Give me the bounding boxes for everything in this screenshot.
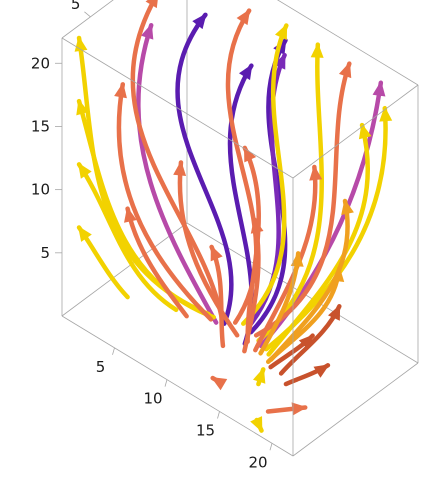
z-tick-label: 20 [31,54,50,72]
box-edge [292,362,419,457]
stream-arrowhead [252,367,266,384]
stream-path [177,160,240,338]
stream-arrowhead [338,61,352,79]
stream-arrowhead [341,198,354,215]
stream-line [114,82,214,322]
stream-line [136,23,219,325]
stream-arrowhead [76,99,89,116]
x-tick-label: 15 [196,421,215,439]
box-edge [292,84,419,179]
stream-line [256,42,324,343]
box-edge [61,222,188,317]
stream-line [283,363,331,387]
stream-arrowhead [236,8,251,26]
stream-line [173,160,240,338]
stream-path [242,145,261,344]
stream-arrowhead [291,402,308,416]
stream-line [76,162,179,313]
stream-arrowhead [309,165,323,181]
x-tick-label: 20 [248,453,267,471]
stream-lines [74,0,393,433]
stream-line [258,251,304,356]
stream-path [253,61,352,338]
stream-line [241,23,289,326]
stream-arrowhead [77,225,92,242]
stream-arrowhead [298,334,315,350]
stream-path [116,82,214,322]
z-tick-label: 10 [31,181,50,199]
stream-line [209,244,226,349]
stream-arrowhead [114,82,127,99]
stream-line [210,375,228,391]
bounding-box-front-edges [61,0,419,457]
stream-line [175,12,234,326]
stream-path [248,38,288,335]
stream-arrowhead [140,23,154,40]
stream-arrowhead [192,13,207,30]
stream-arrowhead [358,123,372,140]
z-tick-label: 15 [31,117,50,135]
box-edge [61,315,294,457]
stream-path [76,162,179,313]
stream-arrowhead [77,162,92,179]
stream-arrowhead [173,160,187,177]
axis-ticks: 510152051015205101520 [31,0,273,471]
x-tick-label: 5 [96,358,106,376]
stream-line [124,206,189,319]
stream-line [76,225,130,300]
stream-path [76,98,216,320]
x-tick [164,379,168,387]
stream-arrowhead [379,106,393,122]
stream-arrowhead [238,63,253,81]
stream-line [253,61,352,338]
stream-arrowhead [313,364,330,378]
stream-line [76,98,216,320]
stream-arrowhead [331,266,345,283]
stream-line [268,333,315,370]
stream-path [175,12,234,326]
x-tick [269,443,273,451]
stream-line [265,266,345,365]
x-tick [217,411,220,419]
x-tick-label: 10 [143,390,162,408]
stream-arrowhead [124,206,137,223]
stream-path [136,23,219,325]
stream-arrowhead [372,80,386,97]
stream-arrowhead [274,23,288,41]
y-tick [84,11,91,18]
y-tick-label: 5 [71,0,81,13]
stream-line [265,402,308,416]
box-edge [61,0,114,39]
stream-path [265,266,342,365]
stream-line [252,367,266,387]
z-tick-label: 5 [40,244,50,262]
stream-arrowhead [145,0,158,9]
stream-arrowhead [250,416,263,433]
stream-line [250,416,264,433]
stream-line [278,304,342,376]
stream-path [130,0,225,321]
stream-path [256,42,324,343]
x-tick [112,347,115,355]
stream-arrowhead [210,377,228,391]
stream-path [241,23,289,326]
stream-arrowhead [310,42,324,58]
stream-arrowhead [328,304,341,321]
box-edge [276,0,419,86]
stream-line [130,0,225,321]
stream-path [125,206,189,319]
bounding-box-back-edges [61,0,419,364]
box-edge [61,37,294,179]
stream-arrowhead [210,245,223,262]
stream-arrowhead [290,251,304,267]
